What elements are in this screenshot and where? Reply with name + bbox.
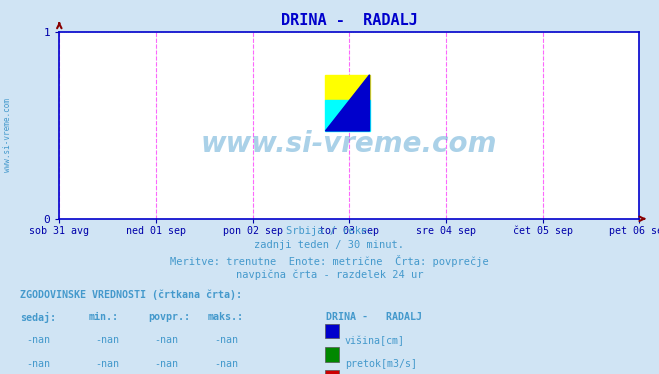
Text: -nan: -nan xyxy=(26,359,50,369)
Polygon shape xyxy=(326,75,370,131)
Text: -nan: -nan xyxy=(214,359,238,369)
Text: -nan: -nan xyxy=(155,335,179,346)
Text: navpična črta - razdelek 24 ur: navpična črta - razdelek 24 ur xyxy=(236,269,423,280)
Text: min.:: min.: xyxy=(89,312,119,322)
Text: -nan: -nan xyxy=(96,359,119,369)
Text: -nan: -nan xyxy=(26,335,50,346)
Text: sedaj:: sedaj: xyxy=(20,312,56,323)
Text: www.si-vreme.com: www.si-vreme.com xyxy=(201,130,498,158)
Title: DRINA -  RADALJ: DRINA - RADALJ xyxy=(281,13,418,28)
Text: DRINA -   RADALJ: DRINA - RADALJ xyxy=(326,312,422,322)
Polygon shape xyxy=(326,100,370,131)
Text: -nan: -nan xyxy=(96,335,119,346)
Text: -nan: -nan xyxy=(155,359,179,369)
Polygon shape xyxy=(326,75,370,100)
Text: zadnji teden / 30 minut.: zadnji teden / 30 minut. xyxy=(254,240,405,250)
Text: pretok[m3/s]: pretok[m3/s] xyxy=(345,359,416,369)
Text: ZGODOVINSKE VREDNOSTI (črtkana črta):: ZGODOVINSKE VREDNOSTI (črtkana črta): xyxy=(20,290,242,300)
Text: višina[cm]: višina[cm] xyxy=(345,335,405,346)
Text: -nan: -nan xyxy=(214,335,238,346)
Text: Meritve: trenutne  Enote: metrične  Črta: povprečje: Meritve: trenutne Enote: metrične Črta: … xyxy=(170,255,489,267)
Text: povpr.:: povpr.: xyxy=(148,312,190,322)
Text: Srbija / reke.: Srbija / reke. xyxy=(286,226,373,236)
Text: maks.:: maks.: xyxy=(208,312,244,322)
Text: www.si-vreme.com: www.si-vreme.com xyxy=(3,98,13,172)
